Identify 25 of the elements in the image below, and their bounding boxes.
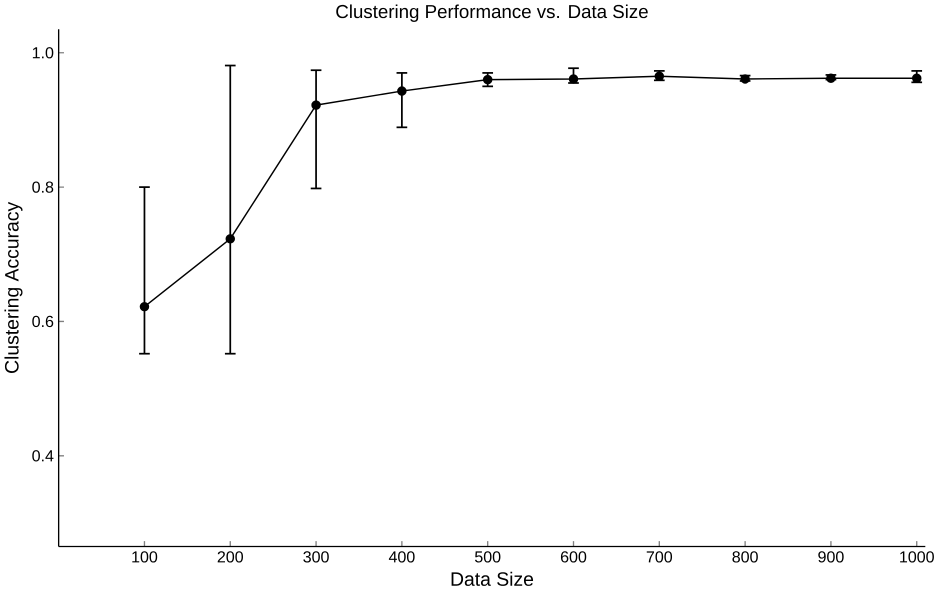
y-tick-label: 0.8: [32, 181, 54, 193]
point: [826, 73, 836, 83]
point: [311, 100, 321, 110]
y-tick-label: 0.4: [32, 450, 54, 462]
point: [140, 302, 150, 312]
x-tick-label: 500: [474, 551, 500, 562]
x-tick-label: 100: [132, 551, 158, 562]
x-axis-title: Data Size: [452, 572, 534, 586]
x-tick-label: 800: [732, 551, 758, 562]
point: [226, 234, 236, 244]
point: [397, 86, 407, 96]
x-tick-label: 900: [818, 551, 844, 562]
x-tick-label: 1000: [900, 551, 934, 562]
x-tick-label: 400: [388, 551, 415, 562]
y-axis-title: Clustering Accuracy: [4, 202, 22, 373]
y-tick-label: 1.0: [32, 46, 54, 58]
point: [912, 73, 922, 83]
point: [482, 74, 492, 84]
x-tick-label: 600: [560, 551, 586, 562]
point: [568, 74, 578, 84]
x-tick-label: 300: [303, 551, 329, 562]
x-tick-label: 200: [218, 551, 244, 562]
x-tick-label: 700: [646, 551, 672, 562]
chart-title: Clustering Performance vs. Data Size: [336, 4, 648, 22]
y-tick-label: 0.6: [32, 316, 54, 327]
